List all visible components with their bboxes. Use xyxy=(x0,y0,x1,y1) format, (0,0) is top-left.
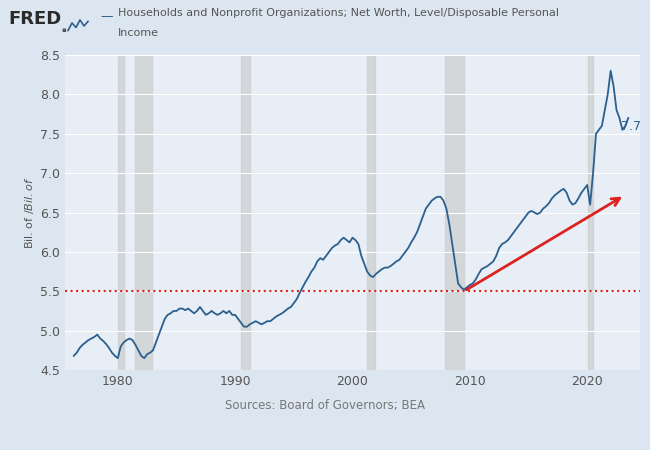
Bar xyxy=(367,55,375,370)
Bar xyxy=(118,55,124,370)
Bar xyxy=(241,55,250,370)
Bar xyxy=(135,55,152,370)
Bar xyxy=(445,55,464,370)
Text: Sources: Board of Governors; BEA: Sources: Board of Governors; BEA xyxy=(225,400,425,413)
Text: Households and Nonprofit Organizations; Net Worth, Level/Disposable Personal: Households and Nonprofit Organizations; … xyxy=(118,8,559,18)
Y-axis label: Bil. of $/Bil. of $: Bil. of $/Bil. of $ xyxy=(23,176,36,249)
Text: ▪: ▪ xyxy=(61,27,66,33)
Text: 7.7: 7.7 xyxy=(621,120,641,133)
Bar xyxy=(588,55,593,370)
Text: —: — xyxy=(100,10,112,23)
Text: Income: Income xyxy=(118,27,159,37)
Text: FRED: FRED xyxy=(8,10,61,28)
